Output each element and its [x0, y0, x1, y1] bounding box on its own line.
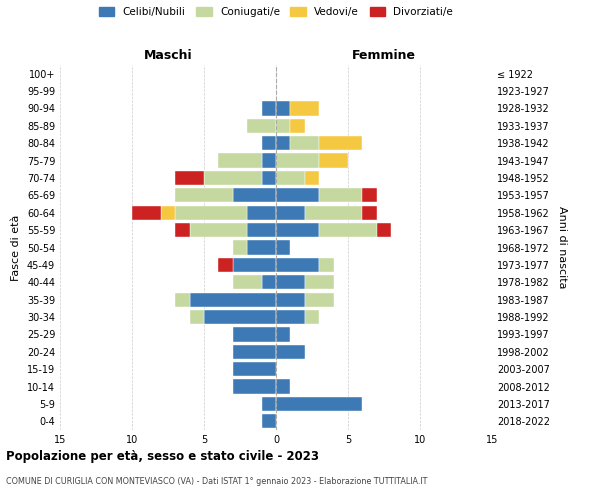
Bar [319, 188, 362, 202]
Bar [319, 136, 362, 150]
Bar [276, 240, 290, 254]
Bar [175, 188, 233, 202]
Bar [276, 310, 305, 324]
Bar [218, 154, 262, 168]
Bar [276, 258, 319, 272]
Bar [233, 380, 276, 394]
Bar [377, 223, 391, 237]
Bar [276, 154, 319, 168]
Bar [218, 258, 233, 272]
Bar [247, 206, 276, 220]
Bar [175, 223, 190, 237]
Bar [276, 118, 290, 133]
Bar [175, 206, 247, 220]
Bar [233, 240, 247, 254]
Text: Femmine: Femmine [352, 50, 416, 62]
Bar [276, 292, 305, 307]
Bar [319, 154, 348, 168]
Bar [262, 397, 276, 411]
Bar [262, 136, 276, 150]
Bar [305, 171, 319, 185]
Bar [233, 344, 276, 359]
Text: Popolazione per età, sesso e stato civile - 2023: Popolazione per età, sesso e stato civil… [6, 450, 319, 463]
Bar [233, 275, 262, 289]
Bar [290, 118, 305, 133]
Bar [190, 310, 204, 324]
Bar [204, 171, 262, 185]
Bar [233, 362, 276, 376]
Bar [276, 275, 305, 289]
Bar [262, 275, 276, 289]
Bar [276, 102, 290, 116]
Bar [319, 223, 377, 237]
Bar [175, 171, 204, 185]
Bar [190, 292, 276, 307]
Bar [362, 188, 377, 202]
Bar [305, 206, 362, 220]
Bar [262, 171, 276, 185]
Bar [319, 258, 334, 272]
Y-axis label: Fasce di età: Fasce di età [11, 214, 21, 280]
Text: Maschi: Maschi [143, 50, 193, 62]
Bar [161, 206, 175, 220]
Bar [276, 344, 305, 359]
Bar [276, 328, 290, 342]
Bar [262, 154, 276, 168]
Bar [262, 414, 276, 428]
Bar [276, 136, 290, 150]
Bar [262, 102, 276, 116]
Text: COMUNE DI CURIGLIA CON MONTEVIASCO (VA) - Dati ISTAT 1° gennaio 2023 - Elaborazi: COMUNE DI CURIGLIA CON MONTEVIASCO (VA) … [6, 478, 427, 486]
Y-axis label: Anni di nascita: Anni di nascita [557, 206, 566, 289]
Bar [175, 292, 190, 307]
Bar [247, 223, 276, 237]
Bar [190, 223, 247, 237]
Bar [204, 310, 276, 324]
Bar [233, 328, 276, 342]
Bar [276, 206, 305, 220]
Bar [132, 206, 161, 220]
Bar [247, 240, 276, 254]
Bar [276, 397, 362, 411]
Bar [276, 188, 319, 202]
Bar [290, 136, 319, 150]
Bar [247, 118, 276, 133]
Bar [276, 171, 305, 185]
Bar [290, 102, 319, 116]
Bar [305, 292, 334, 307]
Bar [233, 188, 276, 202]
Bar [233, 258, 276, 272]
Bar [305, 310, 319, 324]
Bar [276, 380, 290, 394]
Bar [362, 206, 377, 220]
Legend: Celibi/Nubili, Coniugati/e, Vedovi/e, Divorziati/e: Celibi/Nubili, Coniugati/e, Vedovi/e, Di… [95, 2, 457, 21]
Bar [276, 223, 319, 237]
Bar [305, 275, 334, 289]
